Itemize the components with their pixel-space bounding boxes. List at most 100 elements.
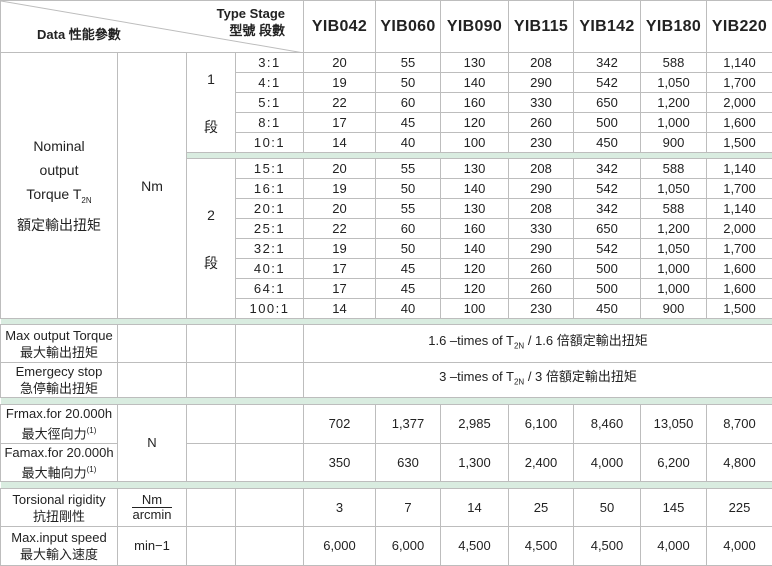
value-cell: 14 xyxy=(304,299,376,319)
ratio-cell: 4:1 xyxy=(236,73,304,93)
footnote: (1) xyxy=(87,465,97,474)
value-cell: 55 xyxy=(376,159,441,179)
value-cell: 120 xyxy=(441,259,509,279)
stage-zh: 段 xyxy=(204,119,218,135)
value-cell: 17 xyxy=(304,279,376,299)
value-cell: 650 xyxy=(574,219,641,239)
model-header: YIB090 xyxy=(441,1,509,53)
value-cell: 22 xyxy=(304,93,376,113)
value-cell: 230 xyxy=(509,299,574,319)
value-cell: 130 xyxy=(441,53,509,73)
empty-cell xyxy=(118,325,187,363)
label-en: Max.input speed xyxy=(11,530,106,545)
empty-cell xyxy=(118,363,187,398)
model-header: YIB180 xyxy=(641,1,707,53)
unit-den: arcmin xyxy=(132,507,171,522)
value-cell: 1,000 xyxy=(641,113,707,133)
sub: 2N xyxy=(514,378,524,387)
model-header: YIB042 xyxy=(304,1,376,53)
value-cell: 4,800 xyxy=(707,444,772,482)
value-cell: 1,200 xyxy=(641,219,707,239)
value-cell: 1,000 xyxy=(641,279,707,299)
value-cell: 120 xyxy=(441,113,509,133)
value-cell: 4,500 xyxy=(441,527,509,566)
ratio-cell: 15:1 xyxy=(236,159,304,179)
empty-cell xyxy=(236,325,304,363)
value-cell: 140 xyxy=(441,239,509,259)
text: 3 –times of T xyxy=(439,369,514,384)
value-cell: 14 xyxy=(304,133,376,153)
footnote: (1) xyxy=(87,426,97,435)
stage-number: 1 xyxy=(207,71,215,87)
value-cell: 40 xyxy=(376,133,441,153)
empty-cell xyxy=(187,363,236,398)
value-cell: 40 xyxy=(376,299,441,319)
value-cell: 1,600 xyxy=(707,279,772,299)
ratio-cell: 16:1 xyxy=(236,179,304,199)
value-cell: 500 xyxy=(574,279,641,299)
value-cell: 3 xyxy=(304,489,376,527)
force-unit: N xyxy=(118,405,187,482)
model-header: YIB142 xyxy=(574,1,641,53)
value-cell: 1,500 xyxy=(707,299,772,319)
value-cell: 45 xyxy=(376,279,441,299)
value-cell: 542 xyxy=(574,73,641,93)
value-cell: 6,200 xyxy=(641,444,707,482)
stage-zh: 段 xyxy=(204,255,218,271)
value-cell: 1,500 xyxy=(707,133,772,153)
value-cell: 20 xyxy=(304,53,376,73)
value-cell: 19 xyxy=(304,239,376,259)
ratio-cell: 8:1 xyxy=(236,113,304,133)
value-cell: 208 xyxy=(509,159,574,179)
empty-cell xyxy=(236,444,304,482)
empty-cell xyxy=(187,489,236,527)
label-en: Frmax.for 20.000h xyxy=(6,406,112,421)
value-cell: 500 xyxy=(574,113,641,133)
value-cell: 19 xyxy=(304,179,376,199)
value-cell: 60 xyxy=(376,219,441,239)
value-cell: 2,000 xyxy=(707,93,772,113)
value-cell: 1,140 xyxy=(707,53,772,73)
value-cell: 1,300 xyxy=(441,444,509,482)
value-cell: 8,700 xyxy=(707,405,772,444)
value-cell: 588 xyxy=(641,199,707,219)
value-cell: 160 xyxy=(441,93,509,113)
value-cell: 140 xyxy=(441,179,509,199)
value-cell: 588 xyxy=(641,53,707,73)
value-cell: 450 xyxy=(574,299,641,319)
value-cell: 17 xyxy=(304,113,376,133)
value-cell: 290 xyxy=(509,73,574,93)
value-cell: 342 xyxy=(574,159,641,179)
value-cell: 120 xyxy=(441,279,509,299)
value-cell: 1,700 xyxy=(707,179,772,199)
value-cell: 702 xyxy=(304,405,376,444)
value-cell: 1,600 xyxy=(707,259,772,279)
value-cell: 1,200 xyxy=(641,93,707,113)
separator xyxy=(1,482,772,489)
value-cell: 13,050 xyxy=(641,405,707,444)
value-cell: 230 xyxy=(509,133,574,153)
value-cell: 1,700 xyxy=(707,239,772,259)
value-cell: 22 xyxy=(304,219,376,239)
type-stage-en: Type Stage xyxy=(217,5,285,22)
value-cell: 4,500 xyxy=(509,527,574,566)
ratio-cell: 32:1 xyxy=(236,239,304,259)
ratio-cell: 64:1 xyxy=(236,279,304,299)
value-cell: 50 xyxy=(574,489,641,527)
separator-cell xyxy=(1,398,772,405)
empty-cell xyxy=(236,489,304,527)
value-cell: 160 xyxy=(441,219,509,239)
label-en: Emergecy stop xyxy=(16,364,103,379)
value-cell: 2,000 xyxy=(707,219,772,239)
value-cell: 8,460 xyxy=(574,405,641,444)
unit-num: Nm xyxy=(132,493,171,508)
